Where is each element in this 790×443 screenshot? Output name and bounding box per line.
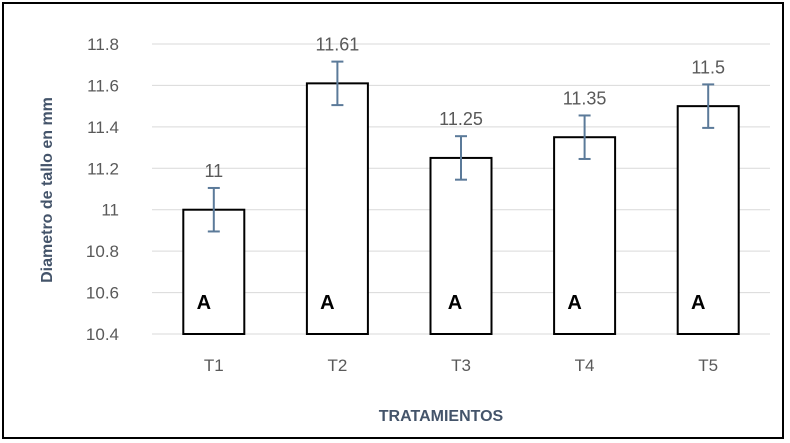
y-tick-label: 10.8: [86, 242, 119, 261]
x-tick-label: T4: [575, 356, 595, 375]
data-label: 11.25: [439, 109, 483, 129]
y-axis-title: Diametro de tallo en mm: [39, 97, 56, 283]
y-tick-label: 11.2: [87, 159, 119, 178]
y-tick-label: 11: [101, 201, 119, 220]
chart-frame: [2, 2, 784, 439]
data-label: 11.5: [691, 57, 725, 77]
bar: [553, 136, 617, 335]
x-tick-label: T2: [327, 356, 347, 375]
bar: [676, 105, 740, 336]
x-tick-label: T1: [204, 356, 224, 375]
x-tick-labels: T1 T2 T3 T4 T5: [204, 356, 718, 375]
bar: [429, 156, 493, 335]
y-tick-label: 11.6: [87, 76, 119, 95]
x-axis-title: TRATAMIENTOS: [379, 408, 504, 425]
group-letter: A: [320, 292, 334, 314]
bar: [305, 82, 369, 335]
group-letter: A: [197, 292, 211, 314]
y-tick-label: 10.4: [86, 325, 119, 344]
x-tick-label: T3: [451, 356, 471, 375]
data-label: 11: [204, 161, 223, 181]
group-letter: A: [691, 292, 705, 314]
y-tick-label: 11.4: [87, 118, 119, 137]
group-letter: A: [448, 292, 462, 314]
bars: 11 A 11.61 A 11.25 A 11.35 A 11.5 A: [182, 35, 740, 336]
y-tick-labels: 10.4 10.6 10.8 11 11.2 11.4 11.6 11.8: [86, 35, 119, 344]
data-label: 11.61: [316, 35, 360, 55]
gridlines: [152, 43, 770, 335]
group-letter: A: [567, 292, 581, 314]
y-tick-label: 11.8: [87, 35, 119, 54]
data-label: 11.35: [563, 88, 607, 108]
y-tick-label: 10.6: [86, 284, 119, 303]
x-tick-label: T5: [698, 356, 718, 375]
